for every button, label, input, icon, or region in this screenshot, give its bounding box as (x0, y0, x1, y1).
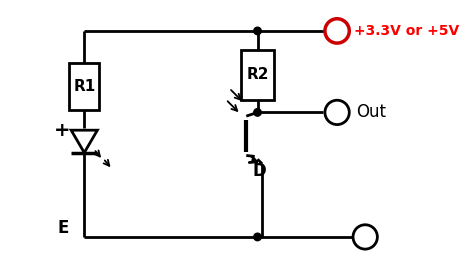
Circle shape (353, 225, 377, 249)
Bar (241, 50, 274, 100)
Circle shape (254, 233, 261, 241)
Bar (69, 63, 99, 110)
Text: Out: Out (356, 103, 386, 121)
Circle shape (325, 100, 349, 124)
Polygon shape (71, 130, 97, 153)
Text: E: E (58, 219, 69, 236)
Text: D: D (253, 162, 266, 180)
Circle shape (254, 109, 261, 116)
Text: R2: R2 (246, 68, 269, 82)
Text: +3.3V or +5V: +3.3V or +5V (354, 24, 459, 38)
Circle shape (254, 27, 261, 35)
Text: +: + (54, 121, 70, 140)
Text: R1: R1 (73, 79, 95, 94)
Circle shape (325, 19, 349, 43)
